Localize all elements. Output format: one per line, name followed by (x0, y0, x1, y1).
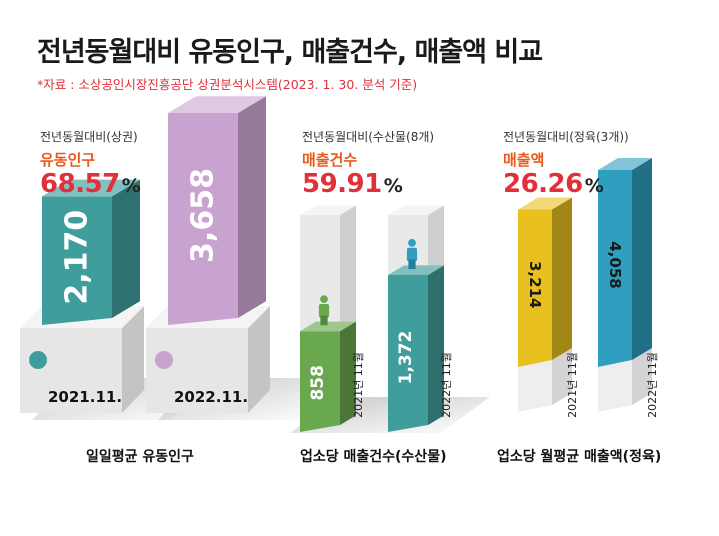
person-icon (406, 239, 418, 269)
person-icon-legs (320, 315, 328, 326)
category-label: 2021.11. (48, 388, 122, 406)
chart-2: 858 2021년 11월 1,372 2022년 11월 (290, 205, 490, 433)
filled-bar-2-front (388, 275, 428, 432)
person-icon-body (318, 303, 330, 318)
bar-2-top (598, 158, 652, 170)
pedestal-side (248, 306, 270, 413)
bar-2-side (238, 96, 266, 318)
panel-3-metric: 매출액 (503, 151, 545, 169)
person-icon (155, 351, 173, 369)
filled-bar-2-side (428, 265, 444, 425)
page-title: 전년동월대비 유동인구, 매출건수, 매출액 비교 (37, 37, 543, 68)
person-icon (29, 351, 47, 369)
bar-1-top (518, 197, 572, 210)
base-block-2-front (598, 360, 632, 412)
bar-1-front (518, 209, 552, 367)
bar-2-front (168, 113, 238, 325)
chart-1: 2,170 2021.11. 3,658 2022.11. (20, 96, 328, 420)
filled-bar-1-top (300, 321, 356, 332)
bar-value-label: 2,170 (60, 210, 95, 305)
filled-bar-1-side (340, 321, 356, 425)
panel-1-header: 전년동월대비(상권) 유동인구 68.57% (40, 128, 141, 199)
panel-3-caption: 업소당 월평균 매출액(정육) (497, 449, 662, 465)
pedestal-side (122, 306, 144, 413)
panel-2-percent: 59.91 (302, 169, 382, 199)
panel-3-percent: 26.26 (503, 169, 583, 199)
pedestal-front (146, 328, 248, 413)
source-note: *자료 : 소상공인시장진흥공단 상권분석시스템(2023. 1. 30. 분석… (37, 77, 418, 92)
person-icon (318, 295, 330, 326)
bar-2-side (632, 158, 652, 360)
panel-1-percent-line: 68.57% (40, 169, 141, 199)
bar-2-top (168, 96, 266, 113)
category-label: 2022년 11월 (440, 352, 453, 418)
category-label: 2021년 11월 (566, 352, 579, 418)
bar-value-label: 3,214 (526, 261, 544, 308)
bar-1-side (112, 179, 140, 318)
base-block-1-front (518, 360, 552, 412)
panel-1-metric: 유동인구 (40, 151, 96, 169)
panel-1-caption: 일일평균 유동인구 (86, 449, 194, 465)
category-label: 2022.11. (174, 388, 248, 406)
category-label: 2022년 11월 (646, 352, 659, 418)
bar-value-label: 3,658 (186, 168, 221, 263)
bar-2-front (598, 170, 632, 367)
bar-1-side (552, 197, 572, 360)
panel-1-comparison: 전년동월대비(상권) (40, 130, 138, 144)
bar-1-top (42, 179, 140, 197)
panel-2-percent-line: 59.91% (302, 169, 434, 199)
category-label: 2021년 11월 (352, 352, 365, 418)
filled-bar-2-top (388, 265, 444, 275)
person-icon-head (408, 239, 416, 247)
filled-bar-1-front (300, 331, 340, 432)
glass-column-1-top (300, 205, 356, 215)
person-icon-legs (408, 259, 416, 269)
panel-3-header: 전년동월대비(정육(3개)) 매출액 26.26% (503, 128, 629, 199)
panel-2-caption: 업소당 매출건수(수산물) (300, 449, 447, 465)
chart-3: 3,214 2021년 11월 4,058 2022년 11월 (518, 158, 659, 418)
panel-2-header: 전년동월대비(수산물(8개) 매출건수 59.91% (302, 128, 434, 199)
bar-value-label: 4,058 (606, 241, 624, 288)
person-icon-head (320, 295, 328, 303)
panel-2-comparison: 전년동월대비(수산물(8개) (302, 130, 435, 144)
base-block-2-side (632, 348, 652, 405)
panel-3-percent-line: 26.26% (503, 169, 629, 199)
base-block-1-side (552, 348, 572, 405)
bar-value-label: 1,372 (396, 331, 416, 385)
panel-3-percent-unit: % (584, 175, 604, 197)
panel-2-metric: 매출건수 (302, 151, 358, 169)
person-icon-body (406, 247, 418, 262)
bar-1-front (42, 196, 112, 325)
panel-2-percent-unit: % (383, 175, 403, 197)
glass-column-2-top (388, 205, 444, 215)
pedestal-front (20, 328, 122, 413)
panel-1-percent: 68.57 (40, 169, 120, 199)
panel-3-comparison: 전년동월대비(정육(3개)) (503, 130, 629, 144)
bar-value-label: 858 (308, 365, 328, 401)
panel-1-percent-unit: % (121, 175, 141, 197)
